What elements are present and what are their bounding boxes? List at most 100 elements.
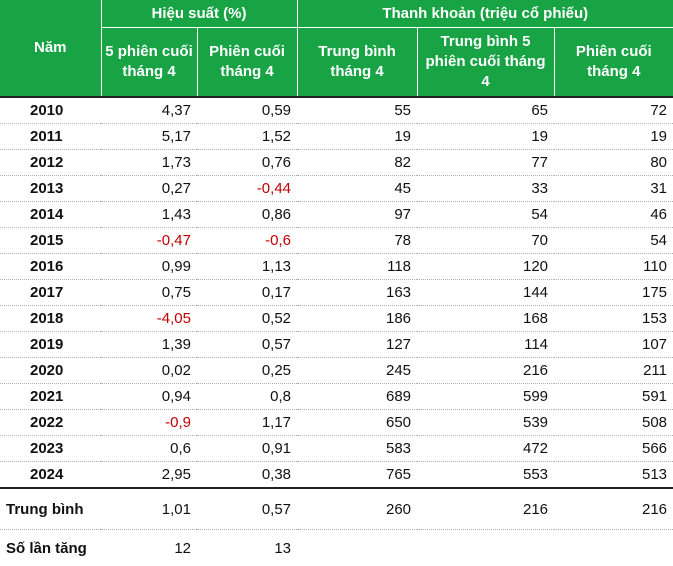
cell-liq-average-5: 65 <box>417 97 554 124</box>
cell-perf-5-sessions: 0,02 <box>101 358 197 384</box>
cell-liq-last-session: 80 <box>554 150 673 176</box>
cell-perf-last-session: 0,17 <box>197 280 297 306</box>
cell-liq-average-5: 216 <box>417 358 554 384</box>
empty-cell <box>297 530 417 566</box>
cell-perf-5-sessions: 0,27 <box>101 176 197 202</box>
cell-liq-last-session: 110 <box>554 254 673 280</box>
header-year: Năm <box>0 0 101 97</box>
cell-liq-last-session: 46 <box>554 202 673 228</box>
cell-year: 2022 <box>0 410 101 436</box>
cell-liq-last-session: 508 <box>554 410 673 436</box>
header-liq-average: Trung bình tháng 4 <box>297 28 417 98</box>
increase-count-cell-perf-5-sessions: 12 <box>101 530 197 566</box>
cell-liq-last-session: 211 <box>554 358 673 384</box>
empty-cell <box>417 530 554 566</box>
cell-year: 2018 <box>0 306 101 332</box>
cell-liq-average-5: 168 <box>417 306 554 332</box>
cell-liq-last-session: 31 <box>554 176 673 202</box>
cell-perf-last-session: 0,52 <box>197 306 297 332</box>
cell-perf-5-sessions: 0,6 <box>101 436 197 462</box>
cell-year: 2019 <box>0 332 101 358</box>
cell-year: 2023 <box>0 436 101 462</box>
cell-liq-last-session: 513 <box>554 462 673 489</box>
cell-liq-average: 78 <box>297 228 417 254</box>
cell-perf-last-session: -0,44 <box>197 176 297 202</box>
header-liq-average-5: Trung bình 5 phiên cuối tháng 4 <box>417 28 554 98</box>
cell-liq-last-session: 153 <box>554 306 673 332</box>
cell-liq-average: 118 <box>297 254 417 280</box>
cell-liq-last-session: 566 <box>554 436 673 462</box>
header-group-liquidity: Thanh khoản (triệu cổ phiếu) <box>297 0 673 28</box>
cell-perf-last-session: 0,8 <box>197 384 297 410</box>
cell-liq-average-5: 33 <box>417 176 554 202</box>
cell-perf-5-sessions: 1,39 <box>101 332 197 358</box>
cell-perf-5-sessions: -4,05 <box>101 306 197 332</box>
cell-year: 2014 <box>0 202 101 228</box>
cell-perf-last-session: 0,76 <box>197 150 297 176</box>
cell-perf-5-sessions: 5,17 <box>101 124 197 150</box>
cell-liq-average-5: 599 <box>417 384 554 410</box>
cell-perf-last-session: 0,38 <box>197 462 297 489</box>
increase-count-label: Số lần tăng <box>0 530 101 566</box>
cell-liq-average-5: 144 <box>417 280 554 306</box>
cell-liq-average: 19 <box>297 124 417 150</box>
cell-liq-average: 127 <box>297 332 417 358</box>
cell-liq-last-session: 54 <box>554 228 673 254</box>
cell-perf-last-session: 0,91 <box>197 436 297 462</box>
cell-liq-average-5: 70 <box>417 228 554 254</box>
cell-liq-average-5: 553 <box>417 462 554 489</box>
cell-liq-average-5: 19 <box>417 124 554 150</box>
cell-liq-average: 55 <box>297 97 417 124</box>
increase-count-cell-perf-last-session: 13 <box>197 530 297 566</box>
cell-liq-average: 186 <box>297 306 417 332</box>
cell-perf-last-session: -0,6 <box>197 228 297 254</box>
cell-liq-last-session: 72 <box>554 97 673 124</box>
cell-liq-last-session: 591 <box>554 384 673 410</box>
average-cell-liq-last-session: 216 <box>554 488 673 530</box>
cell-year: 2024 <box>0 462 101 489</box>
cell-liq-average: 650 <box>297 410 417 436</box>
table-header: Năm Hiệu suất (%) Thanh khoản (triệu cổ … <box>0 0 673 97</box>
cell-year: 2013 <box>0 176 101 202</box>
cell-perf-5-sessions: 0,99 <box>101 254 197 280</box>
header-group-performance: Hiệu suất (%) <box>101 0 297 28</box>
header-perf-last-session: Phiên cuối tháng 4 <box>197 28 297 98</box>
cell-year: 2016 <box>0 254 101 280</box>
cell-perf-5-sessions: 4,37 <box>101 97 197 124</box>
cell-liq-average: 163 <box>297 280 417 306</box>
header-perf-5-sessions: 5 phiên cuối tháng 4 <box>101 28 197 98</box>
cell-liq-last-session: 175 <box>554 280 673 306</box>
cell-perf-5-sessions: 1,73 <box>101 150 197 176</box>
header-liq-last-session: Phiên cuối tháng 4 <box>554 28 673 98</box>
cell-liq-average: 45 <box>297 176 417 202</box>
cell-liq-average: 245 <box>297 358 417 384</box>
cell-perf-last-session: 1,13 <box>197 254 297 280</box>
average-cell-perf-5-sessions: 1,01 <box>101 488 197 530</box>
cell-year: 2021 <box>0 384 101 410</box>
cell-liq-average: 97 <box>297 202 417 228</box>
average-cell-liq-average: 260 <box>297 488 417 530</box>
empty-cell <box>554 530 673 566</box>
cell-year: 2010 <box>0 97 101 124</box>
cell-liq-average: 689 <box>297 384 417 410</box>
cell-perf-5-sessions: -0,9 <box>101 410 197 436</box>
cell-year: 2011 <box>0 124 101 150</box>
cell-liq-average-5: 539 <box>417 410 554 436</box>
